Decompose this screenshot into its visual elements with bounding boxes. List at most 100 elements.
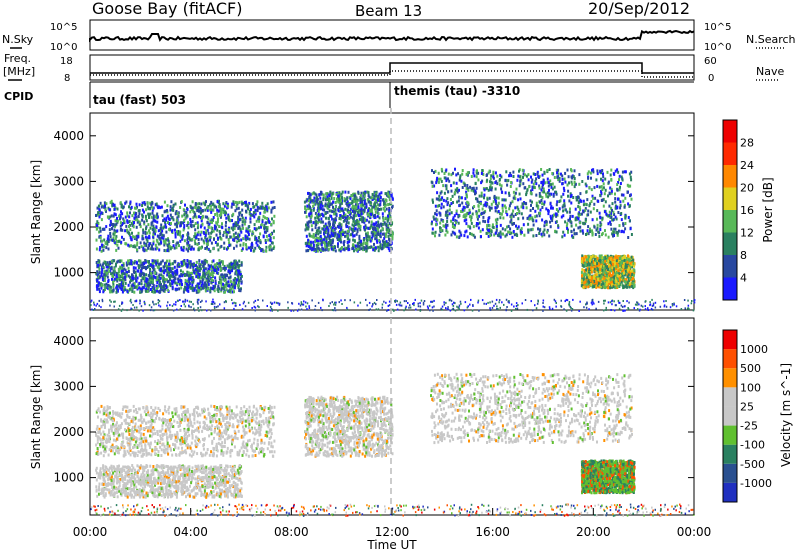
echo-point <box>374 214 376 217</box>
echo-point <box>574 182 577 186</box>
echo-point <box>262 214 265 218</box>
echo-point <box>323 235 326 239</box>
echo-point <box>602 175 605 179</box>
echo-point <box>141 286 144 290</box>
echo-point <box>617 229 620 233</box>
echo-point <box>346 246 349 250</box>
echo-point <box>238 200 241 204</box>
echo-point <box>591 229 593 233</box>
echo-point <box>210 200 213 204</box>
echo-point <box>511 235 514 239</box>
echo-point <box>515 187 518 191</box>
echo-point <box>129 259 132 262</box>
echo-point <box>238 279 241 283</box>
echo-point <box>134 276 137 280</box>
echo-point <box>317 212 320 216</box>
echo-point <box>551 214 554 218</box>
echo-point <box>206 260 209 264</box>
echo-point <box>343 248 346 252</box>
echo-point <box>251 202 254 206</box>
echo-point <box>221 226 224 230</box>
echo-point <box>199 233 202 237</box>
echo-point <box>259 232 262 236</box>
echo-point <box>366 190 369 194</box>
echo-point <box>228 241 231 245</box>
echo-point <box>149 283 152 287</box>
echo-point <box>569 217 571 221</box>
echo-point <box>126 220 129 224</box>
echo-point <box>231 219 233 222</box>
echo-point <box>620 218 623 222</box>
echo-point <box>351 232 354 236</box>
echo-point <box>616 183 619 186</box>
echo-point <box>108 284 111 288</box>
echo-point <box>112 223 115 226</box>
echo-point <box>171 262 174 266</box>
echo-point <box>363 206 366 210</box>
echo-point <box>198 276 201 280</box>
echo-point <box>260 249 263 253</box>
echo-point <box>582 221 585 225</box>
echo-point <box>200 284 203 287</box>
echo-point <box>218 259 221 262</box>
echo-point <box>355 209 358 212</box>
echo-point <box>458 236 461 239</box>
echo-point <box>344 230 347 234</box>
echo-point <box>109 285 112 289</box>
echo-point <box>620 212 623 215</box>
echo-point <box>223 241 226 245</box>
echo-point <box>529 191 532 195</box>
echo-point <box>570 180 573 184</box>
echo-point <box>386 192 389 196</box>
echo-point <box>100 243 103 247</box>
echo-point <box>324 204 327 208</box>
echo-point <box>129 200 132 204</box>
echo-point <box>186 288 189 292</box>
echo-point <box>361 217 364 220</box>
echo-point <box>148 244 151 247</box>
echo-point <box>475 197 477 201</box>
echo-point <box>440 206 443 210</box>
echo-point <box>387 228 390 232</box>
echo-point <box>431 231 434 235</box>
echo-point <box>383 205 386 209</box>
echo-point <box>141 215 144 219</box>
echo-point <box>207 276 210 279</box>
echo-point <box>161 269 164 273</box>
echo-point <box>104 261 107 264</box>
echo-point <box>239 243 242 247</box>
echo-point <box>380 222 382 226</box>
echo-point <box>563 233 566 237</box>
echo-point <box>322 214 325 218</box>
echo-point <box>440 197 443 201</box>
echo-point <box>116 207 119 211</box>
echo-point <box>126 290 129 294</box>
echo-point <box>225 230 227 234</box>
echo-point <box>199 207 202 211</box>
echo-point <box>389 233 392 237</box>
echo-point <box>463 183 466 187</box>
echo-point <box>331 210 334 214</box>
echo-point <box>527 222 530 226</box>
echo-point <box>136 205 138 209</box>
echo-point <box>231 290 234 294</box>
echo-point <box>465 192 468 196</box>
echo-point <box>594 259 597 263</box>
echo-point <box>199 216 202 219</box>
echo-point <box>535 201 538 205</box>
echo-point <box>112 232 115 236</box>
echo-point <box>461 172 464 176</box>
echo-point <box>560 172 562 176</box>
echo-point <box>256 200 259 204</box>
echo-point <box>362 245 365 249</box>
echo-point <box>245 227 248 231</box>
echo-point <box>315 198 318 202</box>
echo-point <box>467 171 470 175</box>
echo-point <box>448 208 451 212</box>
echo-point <box>360 212 363 216</box>
echo-point <box>201 261 204 265</box>
echo-point <box>455 209 458 213</box>
echo-point <box>332 233 335 237</box>
echo-point <box>127 283 130 287</box>
echo-point <box>363 208 366 212</box>
